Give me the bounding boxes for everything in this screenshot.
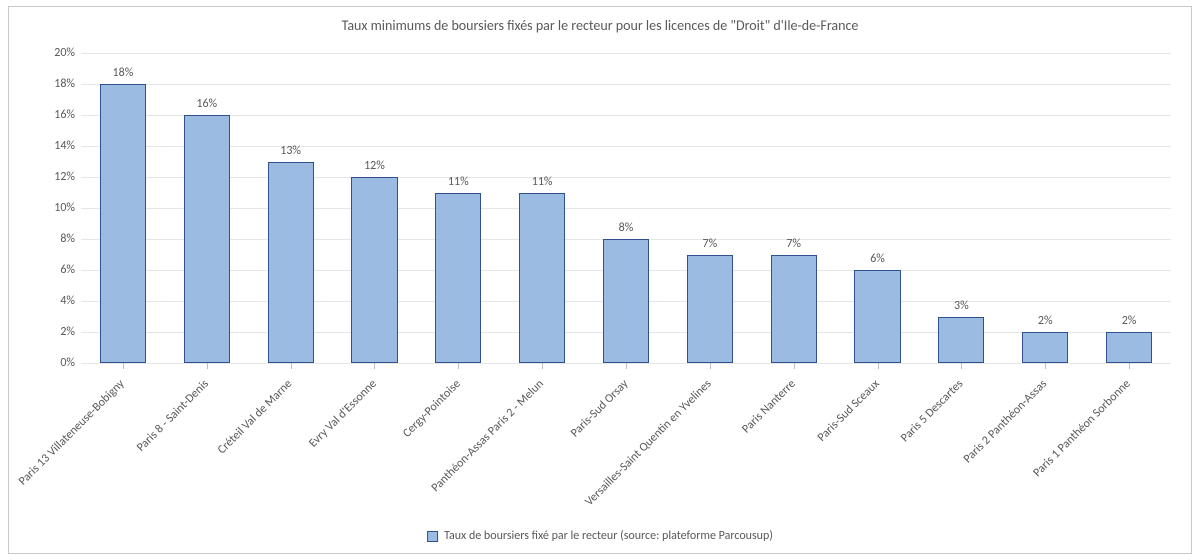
bar-value-label: 8%	[584, 221, 668, 235]
y-tick-label: 6%	[41, 263, 75, 277]
chart-frame: Taux minimums de boursiers fixés par le …	[8, 6, 1192, 554]
y-tick-label: 4%	[41, 294, 75, 308]
x-category-label: Paris 8 - Saint-Denis	[134, 377, 212, 455]
bar-value-label: 13%	[249, 144, 333, 158]
bar	[1022, 332, 1068, 363]
y-tick-label: 10%	[41, 201, 75, 215]
bar	[519, 193, 565, 364]
bar-slot: 11%Panthéon-Assas Paris 2 - Melun	[500, 53, 584, 363]
y-tick-label: 2%	[41, 325, 75, 339]
bar-value-label: 18%	[81, 66, 165, 80]
y-tick-label: 14%	[41, 139, 75, 153]
y-tick-label: 8%	[41, 232, 75, 246]
x-category-label: Paris 5 Descartes	[898, 377, 966, 445]
bar-value-label: 2%	[1087, 314, 1171, 328]
legend-label: Taux de boursiers fixé par le recteur (s…	[444, 529, 773, 543]
bar-value-label: 3%	[919, 299, 1003, 313]
bar-slot: 13%Créteil Val de Marne	[249, 53, 333, 363]
bar	[268, 162, 314, 364]
bar	[854, 270, 900, 363]
x-category-label: Paris 13 Villateneuse-Bobigny	[17, 377, 128, 488]
y-tick-label: 12%	[41, 170, 75, 184]
bar-value-label: 12%	[333, 159, 417, 173]
bar	[100, 84, 146, 363]
bar-slot: 7%Paris Nanterre	[752, 53, 836, 363]
x-tick	[374, 363, 375, 369]
bar	[687, 255, 733, 364]
x-category-label: Paris 2 Panthéon-Assas	[961, 377, 1050, 466]
bar-slot: 18%Paris 13 Villateneuse-Bobigny	[81, 53, 165, 363]
bar-value-label: 2%	[1003, 314, 1087, 328]
x-tick	[123, 363, 124, 369]
bar-slot: 16%Paris 8 - Saint-Denis	[165, 53, 249, 363]
x-category-label: Créteil Val de Marne	[215, 377, 295, 457]
bar-value-label: 7%	[668, 237, 752, 251]
y-tick-label: 20%	[41, 46, 75, 60]
bar-value-label: 16%	[165, 97, 249, 111]
bar-slot: 11%Cergy-Pointoise	[416, 53, 500, 363]
x-tick	[961, 363, 962, 369]
bar	[603, 239, 649, 363]
y-tick-label: 18%	[41, 77, 75, 91]
x-tick	[626, 363, 627, 369]
x-tick	[794, 363, 795, 369]
x-category-label: Paris 1 Panthéon Sorbonne	[1031, 377, 1134, 480]
bar	[435, 193, 481, 364]
x-tick	[458, 363, 459, 369]
bar-slot: 6%Paris-Sud Sceaux	[836, 53, 920, 363]
x-tick	[878, 363, 879, 369]
legend: Taux de boursiers fixé par le recteur (s…	[427, 529, 773, 543]
x-tick	[207, 363, 208, 369]
x-category-label: Evry Val d'Essonne	[306, 377, 379, 450]
x-category-label: Paris-Sud Orsay	[568, 377, 631, 440]
bar-value-label: 7%	[752, 237, 836, 251]
bar-slot: 3%Paris 5 Descartes	[919, 53, 1003, 363]
bar-value-label: 11%	[416, 175, 500, 189]
bar	[938, 317, 984, 364]
bar-slot: 12%Evry Val d'Essonne	[333, 53, 417, 363]
bar	[184, 115, 230, 363]
bar-slot: 2%Paris 1 Panthéon Sorbonne	[1087, 53, 1171, 363]
bar	[351, 177, 397, 363]
bar-value-label: 6%	[836, 252, 920, 266]
y-tick-label: 16%	[41, 108, 75, 122]
x-tick	[710, 363, 711, 369]
plot-area: 0%2%4%6%8%10%12%14%16%18%20%18%Paris 13 …	[81, 53, 1171, 364]
x-tick	[1045, 363, 1046, 369]
x-tick	[542, 363, 543, 369]
legend-swatch	[427, 531, 438, 542]
bar-slot: 2%Paris 2 Panthéon-Assas	[1003, 53, 1087, 363]
x-category-label: Paris Nanterre	[739, 377, 798, 436]
chart-title: Taux minimums de boursiers fixés par le …	[9, 17, 1191, 34]
x-category-label: Paris-Sud Sceaux	[815, 377, 883, 445]
x-tick	[1129, 363, 1130, 369]
bar-value-label: 11%	[500, 175, 584, 189]
x-category-label: Cergy-Pointoise	[400, 377, 463, 440]
x-tick	[291, 363, 292, 369]
bar-slot: 7%Versailles-Saint Quentin en Yvelines	[668, 53, 752, 363]
bar	[1106, 332, 1152, 363]
bar-slot: 8%Paris-Sud Orsay	[584, 53, 668, 363]
bar	[771, 255, 817, 364]
y-tick-label: 0%	[41, 356, 75, 370]
